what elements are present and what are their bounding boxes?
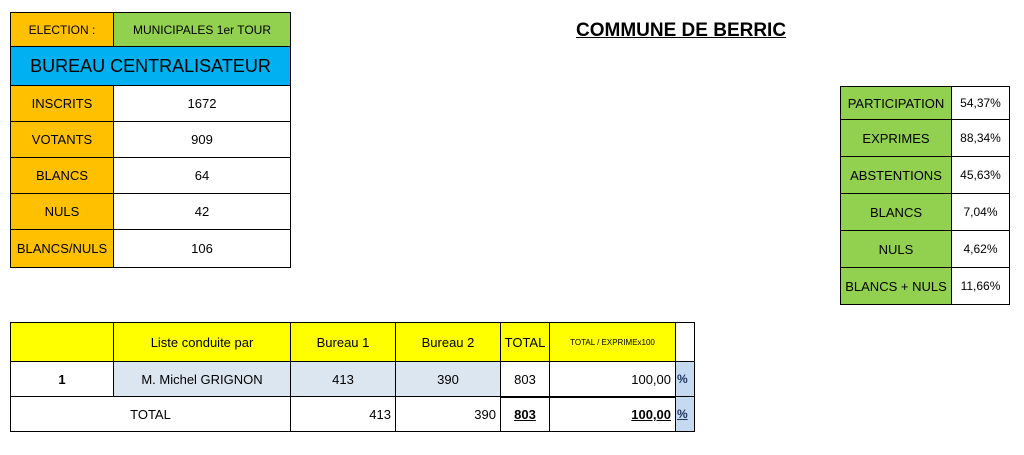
results-header-list: Liste conduite par: [113, 322, 291, 362]
results-row-bureau1: 413: [290, 361, 396, 397]
rate-value-nuls: 4,62%: [951, 230, 1010, 268]
results-header-ratio: TOTAL / EXPRIMEx100: [549, 322, 676, 362]
results-total-label: TOTAL: [10, 396, 291, 432]
election-label: ELECTION :: [10, 12, 114, 47]
election-value: MUNICIPALES 1er TOUR: [113, 12, 291, 47]
results-row-total: 803: [500, 361, 550, 397]
results-total-bureau2: 390: [395, 396, 501, 432]
results-header-pct: [675, 322, 695, 362]
results-total-ratio: 100,00: [549, 396, 676, 432]
results-total-total: 803: [500, 396, 550, 432]
commune-title: COMMUNE DE BERRIC: [576, 20, 787, 41]
rate-label-nuls: NULS: [840, 230, 952, 268]
stat-value-votants: 909: [113, 121, 291, 158]
rate-value-blancs: 7,04%: [951, 193, 1010, 231]
rate-label-blancs-nuls: BLANCS + NULS: [840, 267, 952, 305]
results-total-pct: %: [675, 396, 695, 432]
stat-label-nuls: NULS: [10, 193, 114, 230]
rate-value-exprimes: 88,34%: [951, 119, 1010, 157]
stat-label-blancs: BLANCS: [10, 157, 114, 194]
results-header-num: [10, 322, 114, 362]
rate-label-participation: PARTICIPATION: [840, 86, 952, 120]
stat-value-inscrits: 1672: [113, 85, 291, 122]
results-row-name: M. Michel GRIGNON: [113, 361, 291, 397]
results-total-bureau1: 413: [290, 396, 396, 432]
rate-value-participation: 54,37%: [951, 86, 1010, 120]
rate-label-blancs: BLANCS: [840, 193, 952, 231]
stat-label-votants: VOTANTS: [10, 121, 114, 158]
stat-label-inscrits: INSCRITS: [10, 85, 114, 122]
stat-value-nuls: 42: [113, 193, 291, 230]
results-header-bureau2: Bureau 2: [395, 322, 501, 362]
stat-value-blancs-nuls: 106: [113, 229, 291, 268]
results-row-ratio: 100,00: [549, 361, 676, 397]
results-row-pct: %: [675, 361, 695, 397]
results-header-total: TOTAL: [500, 322, 550, 362]
results-row-bureau2: 390: [395, 361, 501, 397]
rate-value-abstentions: 45,63%: [951, 156, 1010, 194]
results-row-num: 1: [10, 361, 114, 397]
stat-value-blancs: 64: [113, 157, 291, 194]
rate-label-exprimes: EXPRIMES: [840, 119, 952, 157]
stat-label-blancs-nuls: BLANCS/NULS: [10, 229, 114, 268]
rate-label-abstentions: ABSTENTIONS: [840, 156, 952, 194]
rate-value-blancs-nuls: 11,66%: [951, 267, 1010, 305]
results-header-bureau1: Bureau 1: [290, 322, 396, 362]
bureau-title: BUREAU CENTRALISATEUR: [10, 46, 291, 86]
